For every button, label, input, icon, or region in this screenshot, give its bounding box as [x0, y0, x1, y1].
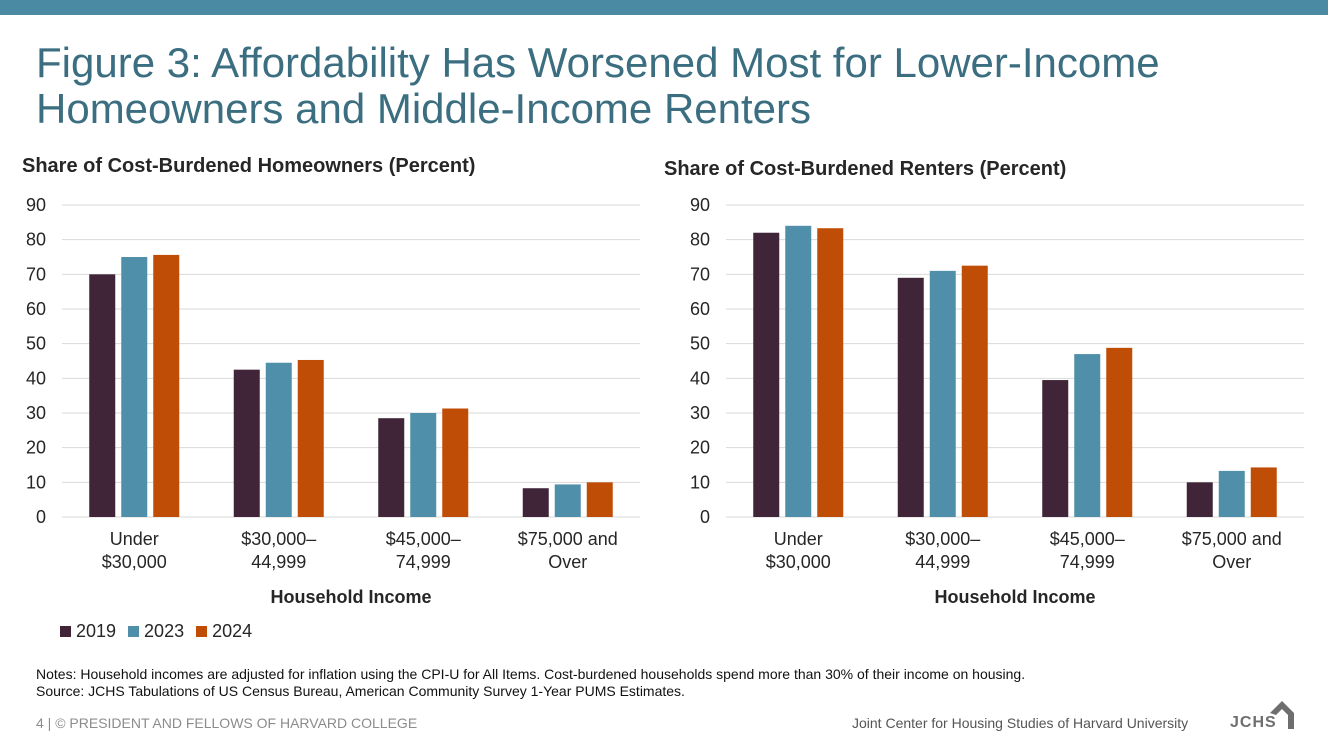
bar-2023-cat-3: [554, 484, 581, 517]
x-tick-label: $30,000–: [905, 529, 980, 549]
jchs-house-logo-icon: [1270, 701, 1294, 729]
y-tick-label: 20: [690, 438, 710, 458]
jchs-logo-text: JCHS: [1230, 714, 1277, 731]
y-tick-label: 90: [26, 195, 46, 215]
x-tick-label: $75,000 and: [518, 529, 618, 549]
legend-item-2023: 2023: [128, 621, 184, 642]
y-tick-label: 30: [690, 403, 710, 423]
y-tick-label: 20: [26, 438, 46, 458]
legend-label-2019: 2019: [76, 621, 117, 641]
bar-2023-cat-2: [410, 413, 437, 517]
bar-2023-cat-0: [785, 225, 812, 518]
bar-2019-cat-1: [897, 277, 924, 517]
legend-label-2024: 2024: [212, 621, 253, 641]
x-tick-label: Under: [774, 529, 823, 549]
bar-2024-cat-0: [817, 228, 844, 517]
bar-2023-cat-2: [1074, 354, 1101, 517]
bar-2024-cat-1: [961, 265, 988, 517]
x-tick-label: Under: [110, 529, 159, 549]
top-accent-bar: [0, 0, 1328, 15]
homeowners-chart: 0 10 20 30 40 50 60 70 80 90 Under $30,000 $30,000– 4…: [26, 195, 640, 607]
bar-2019-cat-2: [378, 418, 405, 517]
bar-2023-cat-0: [121, 257, 148, 517]
y-tick-label: 0: [36, 507, 46, 527]
y-tick-label: 40: [690, 368, 710, 388]
title-line-2: Homeowners and Middle-Income Renters: [36, 85, 812, 132]
footer-organization: Joint Center for Housing Studies of Harv…: [852, 715, 1189, 731]
x-tick-label: $30,000: [102, 552, 167, 572]
y-tick-label: 90: [690, 195, 710, 215]
renters-chart-title: Share of Cost-Burdened Renters (Percent): [664, 158, 1067, 180]
y-tick-label: 80: [26, 230, 46, 250]
y-tick-label: 10: [690, 472, 710, 492]
x-tick-label: Over: [1212, 552, 1251, 572]
x-tick-label: $75,000 and: [1182, 529, 1282, 549]
bar-2023-cat-1: [265, 362, 292, 517]
legend: 2019 2023 2024: [60, 621, 252, 642]
y-tick-label: 50: [690, 334, 710, 354]
bar-2024-cat-3: [586, 482, 613, 517]
notes-block: Notes: Household incomes are adjusted fo…: [36, 666, 1025, 700]
homeowners-chart-title: Share of Cost-Burdened Homeowners (Perce…: [22, 155, 476, 177]
bar-2024-cat-2: [1106, 347, 1133, 517]
x-tick-label: Over: [548, 552, 587, 572]
y-tick-label: 50: [26, 334, 46, 354]
bar-2019-cat-0: [89, 274, 116, 517]
x-tick-label: $45,000–: [386, 529, 461, 549]
notes-text: Notes: Household incomes are adjusted fo…: [36, 666, 1026, 682]
bar-2019-cat-3: [1186, 482, 1213, 517]
y-tick-label: 40: [26, 368, 46, 388]
bar-2019-cat-0: [753, 232, 780, 517]
y-tick-label: 0: [700, 507, 710, 527]
x-tick-label: $45,000–: [1050, 529, 1125, 549]
bar-2024-cat-3: [1250, 467, 1277, 517]
bar-2023-cat-1: [929, 270, 956, 517]
page-title: Figure 3: Affordability Has Worsened Mos…: [36, 40, 1296, 132]
y-tick-label: 80: [690, 230, 710, 250]
x-tick-label: $30,000–: [241, 529, 316, 549]
source-text: Source: JCHS Tabulations of US Census Bu…: [36, 683, 685, 699]
legend-item-2024: 2024: [196, 621, 252, 642]
x-tick-label: $30,000: [766, 552, 831, 572]
x-tick-label: 74,999: [1060, 552, 1115, 572]
renters-chart: 0 10 20 30 40 50 60 70 80 90 Under $30,000 $30,000– 4…: [690, 195, 1304, 607]
legend-swatch-2019: [60, 626, 71, 637]
x-tick-label: 44,999: [251, 552, 306, 572]
bar-2019-cat-3: [522, 488, 549, 517]
y-tick-label: 60: [26, 299, 46, 319]
legend-item-2019: 2019: [60, 621, 116, 642]
bar-2024-cat-1: [297, 359, 324, 517]
y-tick-label: 70: [690, 264, 710, 284]
title-line-1: Figure 3: Affordability Has Worsened Mos…: [36, 39, 1160, 86]
legend-swatch-2023: [128, 626, 140, 637]
legend-label-2023: 2023: [144, 621, 185, 641]
bar-2024-cat-0: [153, 254, 180, 518]
footer-copyright: 4 | © PRESIDENT AND FELLOWS OF HARVARD C…: [36, 715, 418, 731]
y-tick-label: 10: [26, 472, 46, 492]
y-tick-label: 70: [26, 264, 46, 284]
y-tick-label: 60: [690, 299, 710, 319]
y-tick-label: 30: [26, 403, 46, 423]
x-tick-label: 74,999: [396, 552, 451, 572]
legend-swatch-2024: [196, 626, 208, 637]
x-axis-label: Household Income: [934, 587, 1095, 607]
bar-2023-cat-3: [1218, 470, 1245, 517]
x-axis-label: Household Income: [270, 587, 431, 607]
x-tick-label: 44,999: [915, 552, 970, 572]
bar-2019-cat-2: [1042, 380, 1069, 517]
bar-2019-cat-1: [233, 369, 260, 517]
bar-2024-cat-2: [442, 408, 469, 517]
